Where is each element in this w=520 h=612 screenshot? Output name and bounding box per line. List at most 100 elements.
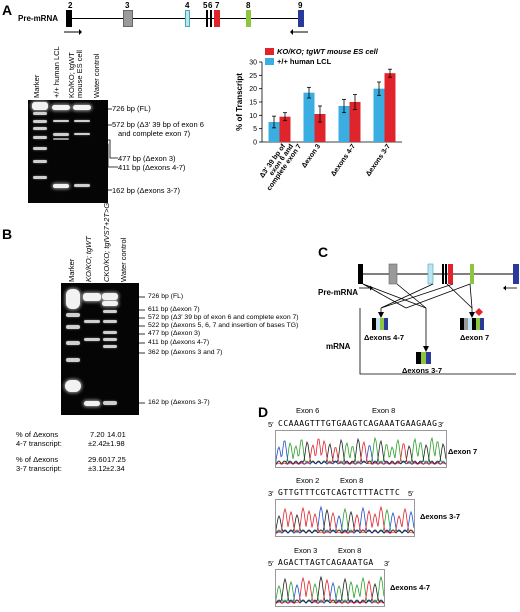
splicing-diagram bbox=[358, 263, 519, 375]
forward-primer-arrow-icon bbox=[64, 29, 82, 35]
trace1-exon-a: Exon 6 bbox=[296, 406, 320, 415]
panel-a-exon-9 bbox=[298, 10, 304, 27]
lane-label-marker: Marker bbox=[32, 74, 41, 98]
legend-swatch-blue bbox=[265, 57, 274, 65]
panel-a-gene-label: Pre-mRNA bbox=[18, 14, 59, 23]
trace3-end3: 3′ bbox=[384, 559, 390, 568]
exon-num: 4 bbox=[185, 1, 190, 10]
bar bbox=[303, 92, 315, 142]
chromatogram-3 bbox=[275, 569, 385, 607]
chromatogram-1 bbox=[275, 430, 447, 468]
panel-a-label: A bbox=[2, 2, 13, 18]
trace2-end3: 5′ bbox=[408, 489, 414, 498]
product-exon-7: Δexon 7 bbox=[460, 333, 490, 342]
product-exons-4-7: Δexons 4-7 bbox=[364, 333, 404, 342]
trace1-exon-b: Exon 8 bbox=[372, 406, 396, 415]
panel-a-exon-3 bbox=[123, 10, 133, 27]
bar bbox=[349, 102, 361, 142]
gel-image-b bbox=[61, 283, 139, 415]
trace-peak-T bbox=[276, 576, 384, 604]
trace2-end5: 3′ bbox=[268, 489, 274, 498]
y-tick-label: 20 bbox=[249, 86, 257, 93]
y-tick-label: 5 bbox=[253, 126, 257, 133]
band-pointer-lines-a bbox=[104, 108, 118, 191]
trace-peak-A bbox=[276, 575, 384, 604]
trace3-sequence: AGACTTAGTCAGAAATGA bbox=[278, 558, 374, 567]
legend-item-mouse: KO/KO; tgWT mouse ES cell bbox=[265, 46, 378, 56]
panel-a-exon-6 bbox=[210, 10, 212, 27]
lane-label-water: Water control bbox=[92, 53, 101, 98]
trace-peak-C bbox=[276, 440, 446, 465]
trace1-end5: 5′ bbox=[268, 420, 274, 429]
band-label-a-477: 477 bp (Δexon 3) bbox=[118, 154, 176, 163]
band-label-b-522: 522 bp (Δexons 5, 6, 7 and insertion of … bbox=[148, 322, 299, 329]
trace-peak-G bbox=[276, 575, 384, 604]
legend-text-human: +/+ human LCL bbox=[277, 56, 332, 66]
band-label-a-572b: and complete exon 7) bbox=[118, 129, 191, 138]
lane-label-b-water: Water control bbox=[119, 237, 128, 282]
bar bbox=[338, 106, 350, 142]
exon-num: 5 bbox=[203, 1, 208, 10]
band-label-b-477: 477 bp (Δexon 3) bbox=[148, 330, 201, 337]
reverse-primer-arrow-icon bbox=[290, 29, 308, 35]
trace2-exon-b: Exon 8 bbox=[340, 476, 364, 485]
panel-c-gene-label: Pre-mRNA bbox=[318, 288, 359, 297]
stat-label-1b: 4-7 transcript: bbox=[16, 439, 62, 448]
panel-c-label: C bbox=[318, 244, 329, 260]
x-category-label: Δexon 3 bbox=[301, 143, 322, 169]
bar bbox=[314, 114, 326, 142]
lane-label-b-marker: Marker bbox=[67, 258, 76, 282]
trace-peak-C bbox=[276, 505, 414, 534]
y-tick-label: 15 bbox=[249, 100, 257, 107]
exon-num: 8 bbox=[246, 1, 251, 10]
x-category-label: Δexons 3-7 bbox=[365, 143, 392, 178]
mrna-label: mRNA bbox=[326, 342, 351, 351]
stat-error-2-cko: ±2.34 bbox=[106, 464, 125, 473]
exon-num: 7 bbox=[215, 1, 220, 10]
band-label-b-411: 411 bp (Δexons 4-7) bbox=[148, 339, 210, 346]
band-label-a-572: 572 bp (Δ3′ 39 bp of exon 6 bbox=[112, 120, 204, 129]
stat-value-2-ko: 29.60 bbox=[88, 455, 107, 464]
trace3-end5: 5′ bbox=[268, 559, 274, 568]
trace-peak-T bbox=[276, 505, 414, 534]
band-label-b-572: 572 bp (Δ3′ 39 bp of exon 6 and complete… bbox=[148, 314, 299, 321]
exon-num: 2 bbox=[68, 1, 73, 10]
stat-label-2b: 3-7 transcript: bbox=[16, 464, 62, 473]
trace1-name: Δexon 7 bbox=[448, 447, 478, 456]
legend-text-mouse: KO/KO; tgWT mouse ES cell bbox=[277, 46, 378, 56]
panel-d-label: D bbox=[258, 404, 269, 420]
x-category-label: Δexons 4-7 bbox=[330, 143, 357, 178]
bar bbox=[373, 88, 385, 142]
stat-error-1-cko: ±1.98 bbox=[106, 439, 125, 448]
trace3-exon-b: Exon 8 bbox=[338, 546, 362, 555]
y-axis-label: % of Transcript bbox=[235, 73, 244, 131]
band-label-a-726: 726 bp (FL) bbox=[112, 104, 151, 113]
bar bbox=[279, 116, 291, 142]
gel-image-a bbox=[28, 100, 108, 203]
trace2-name: Δexons 3-7 bbox=[420, 512, 460, 521]
bar bbox=[268, 122, 280, 142]
trace3-exon-a: Exon 3 bbox=[294, 546, 318, 555]
stat-label-2a: % of Δexons bbox=[16, 455, 59, 464]
lane-label-b-ko: KO/KO; tgWT bbox=[84, 236, 93, 282]
lane-label-b-cko: CKO/KO; tgIVS7+2T>G bbox=[102, 202, 111, 282]
trace2-sequence: GTTGTTTCGTCAGTCTTTACTTC bbox=[278, 488, 401, 497]
exon-num: 6 bbox=[208, 1, 213, 10]
stat-value-1-cko: 14.01 bbox=[107, 430, 126, 439]
trace-peak-G bbox=[276, 437, 446, 465]
y-tick-label: 10 bbox=[249, 113, 257, 120]
y-tick-label: 30 bbox=[249, 60, 257, 67]
product-exons-3-7: Δexons 3-7 bbox=[402, 366, 442, 375]
panel-a-exon-5 bbox=[206, 10, 208, 27]
panel-a-exon-7 bbox=[214, 10, 220, 27]
trace-peak-G bbox=[276, 508, 414, 534]
y-tick-label: 25 bbox=[249, 73, 257, 80]
stat-error-1-ko: ±2.42 bbox=[88, 439, 107, 448]
trace3-name: Δexons 4-7 bbox=[390, 583, 430, 592]
legend-item-human: +/+ human LCL bbox=[265, 56, 378, 66]
band-label-b-611: 611 bp (Δexon 7) bbox=[148, 306, 200, 313]
legend-swatch-red bbox=[265, 47, 274, 55]
panel-a-exon-8 bbox=[246, 10, 251, 27]
